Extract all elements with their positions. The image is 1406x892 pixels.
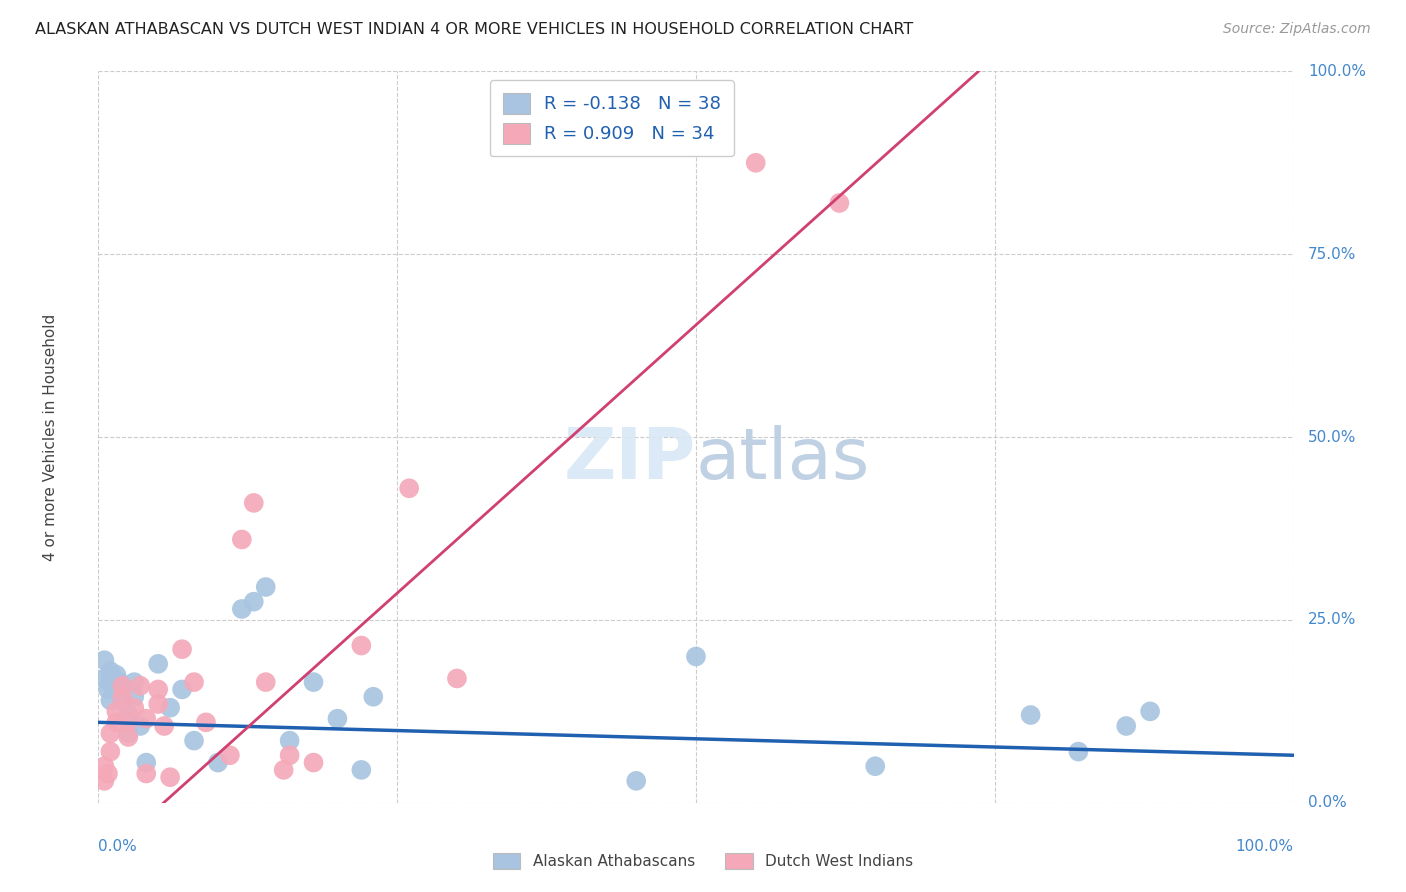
Point [172,642,194,657]
Point [105,667,128,681]
Point [117,730,139,744]
Text: ALASKAN ATHABASCAN VS DUTCH WEST INDIAN 4 OR MORE VEHICLES IN HOUSEHOLD CORRELAT: ALASKAN ATHABASCAN VS DUTCH WEST INDIAN … [35,22,914,37]
Point [117,708,139,723]
Point [273,763,295,777]
Point [183,675,205,690]
Point [135,766,157,780]
Point [148,657,170,671]
Point [108,675,131,690]
Point [172,682,194,697]
Point [111,679,134,693]
Text: Source: ZipAtlas.com: Source: ZipAtlas.com [1223,22,1371,37]
Point [254,675,277,690]
Point [350,639,373,653]
Point [1139,705,1161,719]
Point [243,496,266,510]
Point [105,682,128,697]
Point [117,726,139,740]
Point [350,763,373,777]
Point [1067,745,1090,759]
Point [865,759,887,773]
Point [1019,708,1042,723]
Point [117,715,139,730]
Point [124,690,146,704]
Point [135,756,157,770]
Point [148,697,170,711]
Point [745,156,768,170]
Point [302,756,325,770]
Text: atlas: atlas [696,425,870,493]
Point [101,679,124,693]
Point [129,679,152,693]
Point [278,733,301,747]
Point [105,705,128,719]
Point [1115,719,1137,733]
Point [124,700,146,714]
Point [278,748,301,763]
Text: 75.0%: 75.0% [1308,247,1357,261]
Point [231,533,253,547]
Point [159,770,181,784]
Point [398,481,420,495]
Point [97,766,120,780]
Point [98,675,122,690]
Point [159,700,181,714]
Point [363,690,385,704]
Text: 0.0%: 0.0% [98,839,138,855]
Point [446,672,468,686]
Point [98,726,122,740]
Point [98,664,122,678]
Point [98,745,122,759]
Point [124,675,146,690]
Point [219,748,242,763]
Legend: R = -0.138   N = 38, R = 0.909   N = 34: R = -0.138 N = 38, R = 0.909 N = 34 [489,80,734,156]
Point [135,712,157,726]
Text: 0.0%: 0.0% [1308,796,1347,810]
Text: 25.0%: 25.0% [1308,613,1357,627]
Point [231,602,253,616]
Point [93,653,115,667]
Point [98,693,122,707]
Text: 50.0%: 50.0% [1308,430,1357,444]
Point [97,682,120,697]
Text: 100.0%: 100.0% [1236,839,1294,855]
Point [207,756,229,770]
Point [254,580,277,594]
Point [93,773,115,788]
Point [828,196,851,211]
Legend: Alaskan Athabascans, Dutch West Indians: Alaskan Athabascans, Dutch West Indians [486,847,920,875]
Point [153,719,176,733]
Point [302,675,325,690]
Point [243,594,266,608]
Point [195,715,218,730]
Point [183,733,205,747]
Text: 100.0%: 100.0% [1308,64,1365,78]
Point [93,672,115,686]
Point [93,759,115,773]
Point [626,773,648,788]
Point [685,649,707,664]
Point [148,682,170,697]
Point [111,690,134,704]
Point [111,693,134,707]
Point [111,679,134,693]
Text: ZIP: ZIP [564,425,696,493]
Point [326,712,349,726]
Point [129,719,152,733]
Text: 4 or more Vehicles in Household: 4 or more Vehicles in Household [44,313,58,561]
Point [105,715,128,730]
